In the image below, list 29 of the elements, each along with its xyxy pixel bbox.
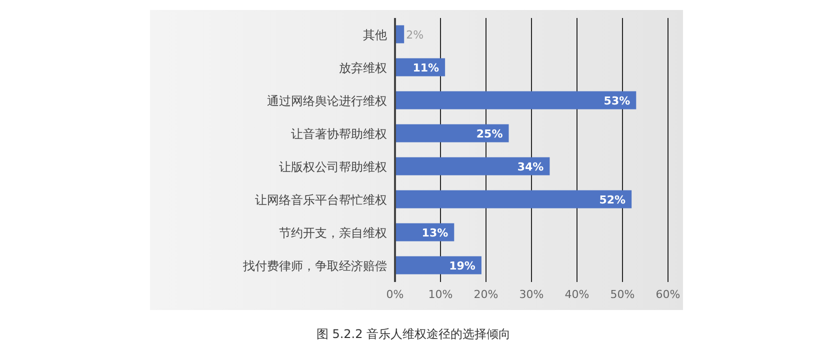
x-tick-label: 30% [519, 288, 544, 301]
bar [395, 256, 482, 274]
data-label: 11% [412, 61, 440, 74]
y-tick-label: 找付费律师，争取经济赔偿 [242, 258, 387, 273]
x-tick-label: 20% [474, 288, 498, 301]
x-tick-label: 0% [386, 288, 404, 301]
x-tick-label: 40% [564, 288, 590, 301]
data-label: 52% [599, 193, 626, 206]
data-label: 2% [406, 28, 424, 42]
data-label: 53% [604, 94, 630, 108]
data-label: 13% [422, 226, 448, 240]
data-label: 34% [517, 160, 544, 174]
y-tick-label: 其他 [363, 28, 387, 42]
y-tick-label: 让版权公司帮助维权 [279, 160, 387, 174]
y-tick-label: 让网络音乐平台帮忙维权 [255, 192, 387, 207]
y-tick-label: 放弃维权 [339, 60, 387, 75]
x-tick-label: 60% [656, 288, 680, 301]
bar [395, 190, 632, 208]
bar [395, 157, 550, 176]
bar [395, 91, 636, 110]
y-tick-label: 通过网络舆论进行维权 [267, 94, 387, 108]
y-tick-label: 节约开支，亲自维权 [279, 226, 387, 240]
y-tick-label: 让音著协帮助维权 [291, 126, 387, 141]
x-tick-label: 10% [428, 288, 453, 301]
data-label: 19% [449, 259, 476, 272]
text: 图 5.2.2 音乐人维权途径的选择倾向 [315, 326, 512, 343]
x-tick-label: 50% [610, 288, 635, 301]
bar [395, 124, 509, 142]
data-label: 25% [476, 127, 503, 140]
